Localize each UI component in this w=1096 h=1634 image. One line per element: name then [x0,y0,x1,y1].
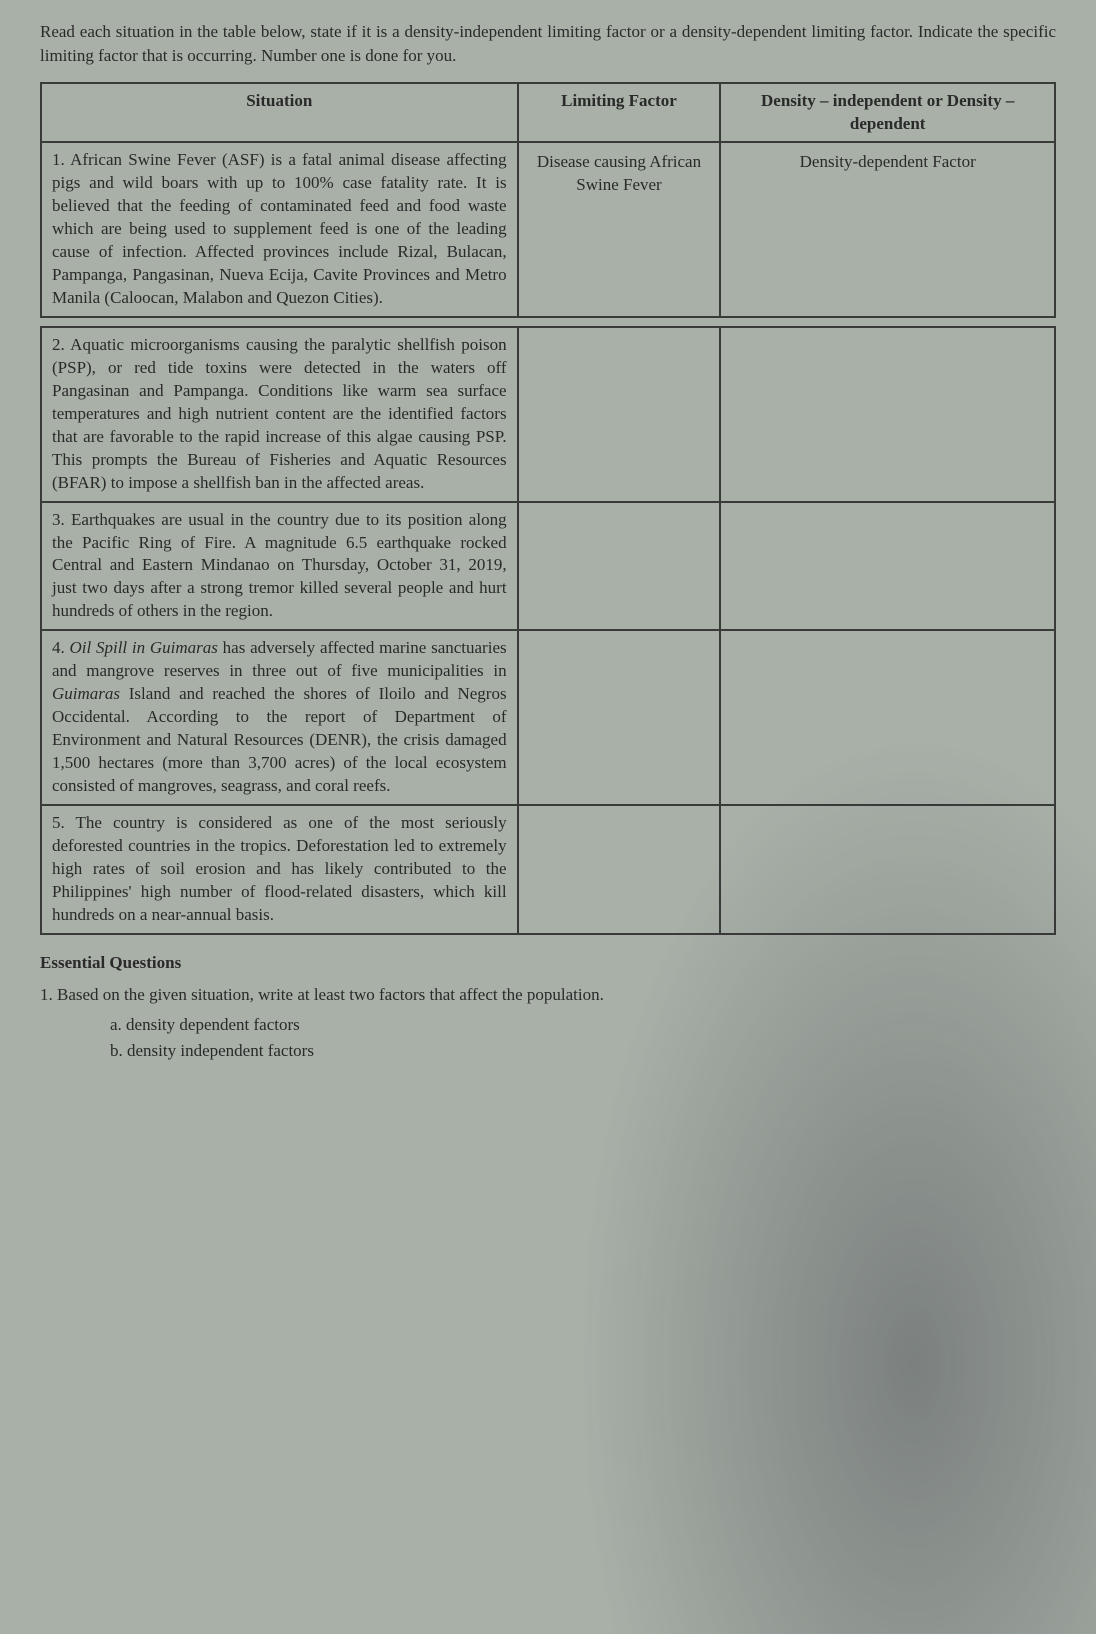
density-cell [720,630,1055,805]
factor-cell [518,502,721,631]
table-row: 5. The country is considered as one of t… [41,805,1055,934]
density-cell [720,805,1055,934]
factor-cell [518,327,721,502]
table-row: 2. Aquatic microorganisms causing the pa… [41,327,1055,502]
factor-cell: Disease causing African Swine Fever [518,142,721,317]
gap-row [41,317,1055,327]
factor-cell [518,805,721,934]
essential-heading: Essential Questions [40,953,1056,973]
header-factor: Limiting Factor [518,83,721,143]
density-cell [720,327,1055,502]
situation-cell: 2. Aquatic microorganisms causing the pa… [41,327,518,502]
header-density: Density – independent or Density – depen… [720,83,1055,143]
table-header-row: Situation Limiting Factor Density – inde… [41,83,1055,143]
instructions-text: Read each situation in the table below, … [40,20,1056,68]
sub-item-b: b. density independent factors [110,1038,1056,1064]
situation-cell: 3. Earthquakes are usual in the country … [41,502,518,631]
density-cell [720,502,1055,631]
situation-cell: 4. Oil Spill in Guimaras has adversely a… [41,630,518,805]
factor-cell [518,630,721,805]
situation-cell: 1. African Swine Fever (ASF) is a fatal … [41,142,518,317]
worksheet-table: Situation Limiting Factor Density – inde… [40,82,1056,935]
density-cell: Density-dependent Factor [720,142,1055,317]
table-row: 4. Oil Spill in Guimaras has adversely a… [41,630,1055,805]
table-row: 3. Earthquakes are usual in the country … [41,502,1055,631]
sub-item-a: a. density dependent factors [110,1012,1056,1038]
question-1: 1. Based on the given situation, write a… [40,983,1056,1007]
situation-cell: 5. The country is considered as one of t… [41,805,518,934]
table-row: 1. African Swine Fever (ASF) is a fatal … [41,142,1055,317]
header-situation: Situation [41,83,518,143]
